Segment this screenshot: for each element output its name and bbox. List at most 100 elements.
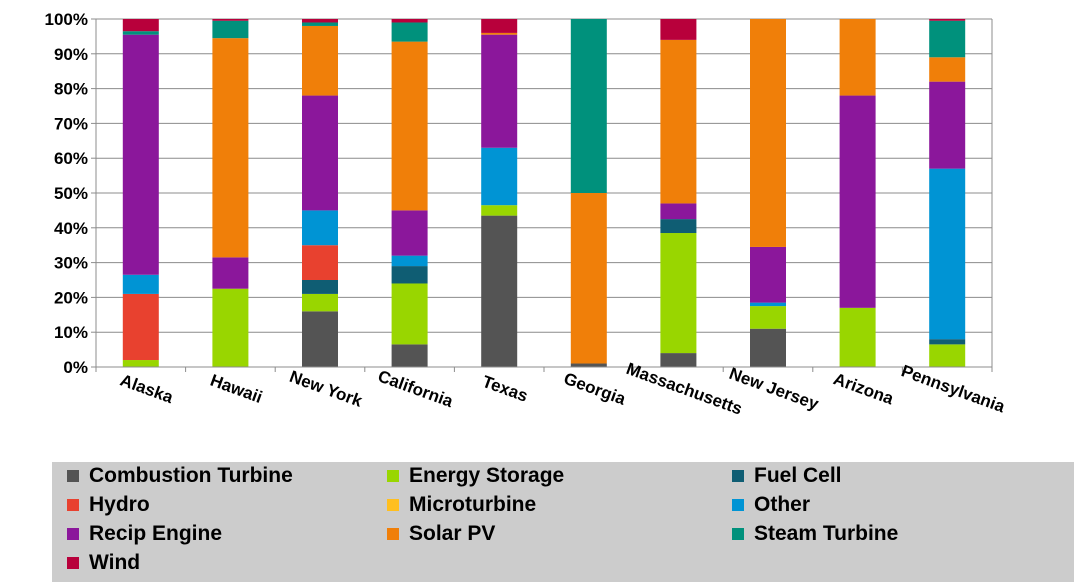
bar-segment: [392, 42, 428, 211]
bar-segment: [481, 216, 517, 367]
bar-segment: [302, 19, 338, 22]
bar-segment: [929, 339, 965, 344]
legend-label: Wind: [89, 551, 140, 575]
legend: Combustion Turbine Energy Storage Fuel Cel…: [52, 462, 1074, 582]
bar-segment: [302, 26, 338, 96]
bar-segment: [750, 19, 786, 247]
bar-segment: [750, 329, 786, 367]
bar-segment: [750, 303, 786, 306]
legend-label: Recip Engine: [89, 522, 222, 546]
bar-segment: [481, 148, 517, 205]
legend-label: Hydro: [89, 493, 150, 517]
legend-item: Solar PV: [387, 520, 495, 548]
legend-label: Fuel Cell: [754, 464, 842, 488]
bar-segment: [123, 19, 159, 31]
y-tick-label: 50%: [54, 184, 88, 203]
y-tick-label: 80%: [54, 80, 88, 99]
bar-segment: [392, 256, 428, 266]
legend-swatch: [67, 499, 79, 511]
bar-segment: [392, 210, 428, 255]
legend-item: Other: [732, 491, 810, 519]
bar-segment: [750, 247, 786, 303]
y-tick-label: 70%: [54, 114, 88, 133]
bar-segment: [123, 294, 159, 360]
bar-segment: [571, 193, 607, 364]
bar-segment: [929, 169, 965, 340]
legend-item: Wind: [67, 549, 140, 577]
bar-segment: [302, 96, 338, 211]
bar-segment: [212, 289, 248, 367]
bar-segment: [392, 344, 428, 367]
bar-segment: [840, 19, 876, 96]
bar-segment: [302, 22, 338, 25]
bar-segment: [212, 38, 248, 257]
x-tick-label: California: [375, 366, 456, 411]
bar-segment: [123, 31, 159, 34]
x-tick-label: Massachusetts: [624, 359, 745, 419]
x-tick-label: Georgia: [561, 369, 628, 409]
legend-label: Other: [754, 493, 810, 517]
bar-segment: [840, 96, 876, 308]
x-tick-label: Alaska: [118, 371, 177, 408]
bar-segment: [571, 19, 607, 193]
legend-item: Hydro: [67, 491, 150, 519]
legend-label: Combustion Turbine: [89, 464, 293, 488]
x-tick-label: Arizona: [831, 369, 897, 408]
x-tick-labels: Alaska Hawaii New York California Texas Georg…: [118, 359, 1008, 419]
bar-segment: [660, 219, 696, 233]
bar-segment: [392, 283, 428, 344]
legend-swatch: [732, 470, 744, 482]
bar-segment: [481, 205, 517, 215]
y-tick-labels: 0% 10% 20% 30% 40% 50% 60% 70% 80% 90% 100%: [45, 10, 88, 377]
bar-segment: [392, 22, 428, 41]
legend-swatch: [67, 470, 79, 482]
bar-segment: [302, 280, 338, 294]
bar-segment: [481, 19, 517, 33]
bar-segment: [302, 311, 338, 367]
legend-item: Energy Storage: [387, 462, 564, 490]
legend-label: Energy Storage: [409, 464, 564, 488]
legend-item: Steam Turbine: [732, 520, 898, 548]
bar-segment: [212, 19, 248, 21]
x-tick-label: New York: [287, 367, 365, 411]
legend-item: Recip Engine: [67, 520, 222, 548]
bar-segment: [212, 21, 248, 38]
bar-segment: [660, 203, 696, 219]
x-tick-label: Texas: [480, 372, 531, 406]
y-tick-label: 100%: [45, 10, 88, 29]
bar-segment: [840, 308, 876, 367]
y-tick-label: 60%: [54, 149, 88, 168]
legend-swatch: [67, 557, 79, 569]
legend-label: Steam Turbine: [754, 522, 898, 546]
bar-segment: [123, 275, 159, 294]
bar-segment: [302, 294, 338, 311]
y-tick-label: 30%: [54, 254, 88, 273]
bar-segment: [302, 245, 338, 280]
bar-segment: [392, 266, 428, 283]
y-tick-label: 0%: [63, 358, 88, 377]
bar-segment: [929, 344, 965, 367]
x-tick-label: Hawaii: [208, 371, 265, 407]
y-tick-label: 40%: [54, 219, 88, 238]
bar-segment: [660, 353, 696, 367]
legend-item: Fuel Cell: [732, 462, 842, 490]
bar-segment: [123, 35, 159, 275]
bar-segment: [660, 233, 696, 353]
bar-segment: [929, 19, 965, 21]
legend-item: Microturbine: [387, 491, 536, 519]
legend-label: Microturbine: [409, 493, 536, 517]
y-tick-label: 10%: [54, 323, 88, 342]
bar-segment: [123, 360, 159, 367]
bar-segment: [750, 306, 786, 329]
legend-swatch: [732, 528, 744, 540]
legend-swatch: [67, 528, 79, 540]
y-tick-label: 20%: [54, 288, 88, 307]
legend-swatch: [732, 499, 744, 511]
legend-swatch: [387, 499, 399, 511]
bar-segment: [212, 257, 248, 288]
bar-segment: [929, 82, 965, 169]
bar-segment: [660, 40, 696, 204]
y-tick-label: 90%: [54, 45, 88, 64]
bar-segment: [302, 210, 338, 245]
bar-segment: [392, 19, 428, 22]
